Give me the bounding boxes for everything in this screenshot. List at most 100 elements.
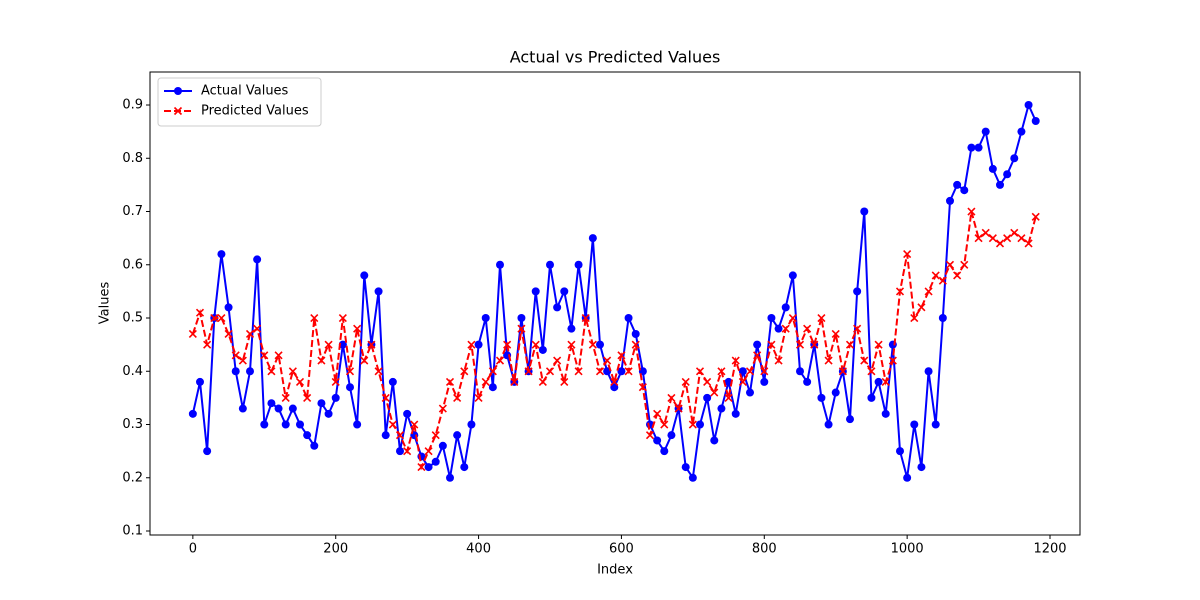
point xyxy=(596,340,604,349)
point xyxy=(681,377,690,386)
point xyxy=(510,377,519,386)
series-line xyxy=(191,211,1037,471)
point xyxy=(374,287,383,296)
point xyxy=(681,463,690,472)
point xyxy=(753,351,762,360)
point xyxy=(438,404,447,413)
point xyxy=(495,356,505,365)
point xyxy=(881,377,890,386)
point xyxy=(260,420,269,429)
point xyxy=(288,404,297,413)
point xyxy=(367,340,376,349)
point xyxy=(746,388,754,397)
point xyxy=(938,314,947,323)
point xyxy=(874,377,883,386)
point xyxy=(788,271,797,280)
point xyxy=(260,351,269,360)
point xyxy=(388,420,397,429)
point xyxy=(496,260,504,269)
point xyxy=(274,351,283,360)
point xyxy=(924,367,933,376)
point xyxy=(295,377,305,386)
point xyxy=(524,367,533,376)
point xyxy=(631,340,640,349)
point xyxy=(460,463,469,472)
point xyxy=(203,447,212,456)
point xyxy=(895,287,905,296)
point xyxy=(288,367,297,376)
y-tick-label: 0.9 xyxy=(122,98,143,113)
point xyxy=(217,250,226,259)
point xyxy=(310,313,319,323)
point xyxy=(703,377,712,386)
point xyxy=(210,313,219,323)
point xyxy=(803,377,812,386)
point xyxy=(753,340,762,349)
point xyxy=(331,377,340,386)
point xyxy=(253,255,262,264)
point xyxy=(560,377,569,386)
point xyxy=(453,431,462,440)
point xyxy=(824,420,833,429)
point xyxy=(303,393,312,402)
point xyxy=(574,260,583,269)
point xyxy=(488,383,497,392)
point xyxy=(567,340,576,349)
point xyxy=(960,260,969,269)
point xyxy=(231,351,240,360)
y-tick-label: 0.2 xyxy=(122,470,143,485)
point xyxy=(446,473,454,482)
point xyxy=(546,260,554,269)
point xyxy=(796,367,804,376)
point xyxy=(917,463,926,472)
point xyxy=(967,207,976,216)
point xyxy=(360,356,369,365)
x-tick-label: 800 xyxy=(752,542,777,557)
point xyxy=(810,340,819,349)
legend-marker xyxy=(173,106,183,116)
point xyxy=(588,340,597,349)
point xyxy=(974,234,983,243)
point xyxy=(467,420,476,429)
point xyxy=(560,287,569,296)
point xyxy=(324,340,333,349)
x-tick-label: 600 xyxy=(609,542,634,557)
point xyxy=(817,393,826,402)
point xyxy=(888,356,897,365)
point xyxy=(360,271,369,280)
point xyxy=(617,351,626,360)
point xyxy=(703,393,712,402)
point xyxy=(853,324,862,333)
point xyxy=(317,399,326,408)
point xyxy=(824,356,833,365)
point xyxy=(595,367,605,376)
point xyxy=(246,367,254,376)
point xyxy=(603,356,612,365)
legend-box xyxy=(157,77,322,127)
point xyxy=(838,367,847,376)
point xyxy=(695,367,705,376)
point xyxy=(224,329,233,339)
point xyxy=(731,409,740,418)
point xyxy=(667,431,676,440)
point xyxy=(453,393,462,402)
y-tick-label: 0.8 xyxy=(122,151,143,166)
point xyxy=(188,329,197,339)
point xyxy=(267,399,276,408)
y-tick-label: 0.1 xyxy=(122,524,143,539)
point xyxy=(396,447,404,456)
point xyxy=(845,340,855,349)
point xyxy=(238,356,247,365)
point xyxy=(588,234,597,243)
point xyxy=(803,324,812,333)
point xyxy=(553,356,562,365)
point xyxy=(667,393,676,402)
point xyxy=(688,473,697,482)
point xyxy=(374,367,383,376)
x-tick-label: 400 xyxy=(466,542,491,557)
point xyxy=(696,420,704,429)
point xyxy=(931,420,940,429)
point xyxy=(467,340,476,349)
point xyxy=(531,287,540,296)
point xyxy=(338,313,347,323)
